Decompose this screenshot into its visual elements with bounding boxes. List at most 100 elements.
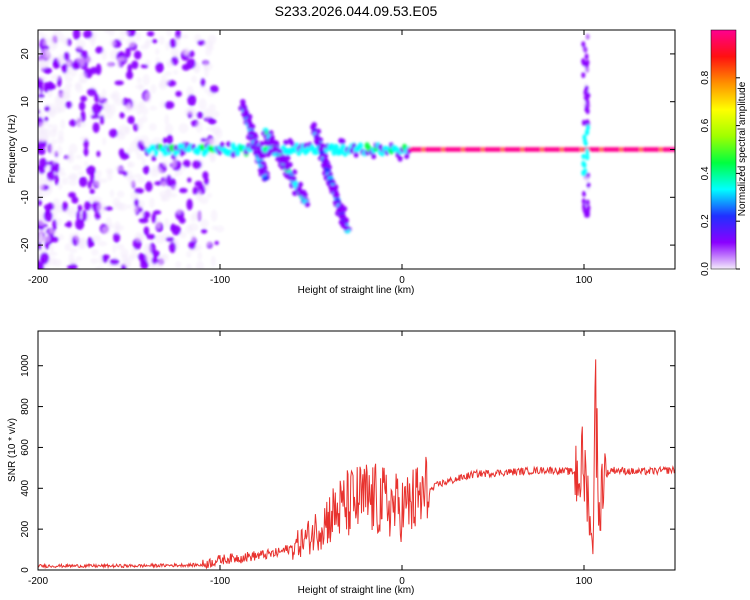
heatmap-cell: [397, 155, 403, 162]
heatmap-cell: [203, 61, 209, 72]
snr-ytick-label: 800: [20, 398, 31, 415]
heatmap-cell: [131, 60, 139, 70]
heatmap-cell: [120, 152, 130, 160]
heatmap-cell: [153, 210, 162, 215]
heatmap-cell: [116, 243, 125, 251]
heatmap-cell: [134, 187, 144, 194]
spectrogram-xtick-label: 100: [576, 275, 593, 286]
heatmap-cell: [68, 179, 77, 186]
heatmap-cell: [44, 116, 49, 122]
heatmap-cell: [242, 111, 248, 118]
heatmap-cell: [143, 226, 150, 236]
heatmap-cell: [134, 173, 143, 178]
heatmap-cell: [291, 169, 298, 175]
heatmap-cell: [97, 202, 107, 214]
colorbar: 0.0 0.2 0.4 0.6 0.8 Normalized spectral ampl…: [700, 29, 748, 276]
heatmap-cell: [159, 100, 166, 108]
heatmap-cell: [585, 148, 589, 155]
heatmap-cell: [329, 143, 335, 151]
heatmap-cell: [101, 48, 107, 61]
heatmap-cell: [165, 236, 175, 242]
heatmap-cell: [75, 116, 82, 126]
heatmap-cell: [319, 143, 326, 149]
spectrogram-heatmap: [38, 30, 675, 269]
heatmap-cell: [110, 103, 116, 115]
heatmap-cell: [87, 180, 92, 189]
heatmap-cell: [128, 175, 136, 187]
heatmap-cell: [129, 140, 139, 152]
heatmap-cell: [343, 225, 349, 231]
heatmap-cell: [199, 196, 209, 205]
heatmap-cell: [75, 83, 83, 94]
heatmap-cell: [90, 114, 101, 119]
heatmap-cell: [200, 77, 206, 87]
colorbar-tick-label: 0.6: [700, 118, 711, 132]
heatmap-cell: [71, 174, 78, 180]
heatmap-cell: [226, 141, 232, 148]
heatmap-cell: [63, 51, 70, 61]
heatmap-cell: [91, 235, 102, 242]
heatmap-cell: [141, 157, 146, 166]
heatmap-cell: [89, 171, 95, 184]
heatmap-cell: [314, 140, 321, 146]
heatmap-cell: [155, 62, 164, 74]
heatmap-cell: [72, 164, 82, 171]
heatmap-cell: [204, 88, 209, 93]
heatmap-cell: [142, 211, 151, 219]
heatmap-cell: [84, 201, 92, 211]
heatmap-cell: [234, 149, 240, 157]
heatmap-blobs: [38, 30, 675, 269]
heatmap-cell: [52, 106, 62, 114]
heatmap-cell: [241, 104, 248, 111]
figure-title: S233.2026.044.09.53.E05: [275, 3, 438, 19]
heatmap-cell: [166, 30, 173, 37]
heatmap-cell: [206, 192, 213, 198]
heatmap-cell: [187, 94, 197, 107]
heatmap-cell: [109, 93, 118, 99]
heatmap-cell: [142, 74, 150, 86]
heatmap-cell: [92, 122, 100, 133]
heatmap-cell: [44, 105, 51, 112]
heatmap-cell: [105, 217, 112, 229]
heatmap-cell: [38, 166, 46, 175]
heatmap-cell: [48, 251, 58, 257]
heatmap-cell: [338, 207, 345, 213]
heatmap-cell: [585, 33, 590, 40]
colorbar-tick-label: 0.4: [700, 166, 711, 180]
heatmap-cell: [153, 149, 159, 157]
heatmap-cell: [196, 111, 204, 119]
heatmap-cell: [581, 198, 586, 205]
heatmap-cell: [321, 161, 328, 168]
snr-xlabel: Height of straight line (km): [298, 585, 415, 596]
heatmap-cell: [146, 30, 155, 37]
heatmap-cell: [581, 41, 586, 48]
heatmap-cell: [269, 134, 275, 141]
heatmap-cell: [42, 45, 50, 51]
heatmap-cell: [334, 193, 340, 199]
heatmap-cell: [106, 169, 113, 182]
heatmap-cell: [175, 261, 182, 268]
heatmap-cell: [39, 33, 47, 39]
heatmap-cell: [118, 56, 126, 62]
heatmap-cell: [61, 201, 69, 212]
heatmap-cell: [64, 222, 72, 227]
heatmap-cell: [190, 232, 196, 243]
heatmap-cell: [146, 233, 156, 240]
heatmap-cell: [195, 260, 204, 269]
heatmap-cell: [203, 108, 212, 119]
heatmap-cell: [164, 123, 174, 135]
heatmap-cell: [210, 155, 216, 161]
heatmap-cell: [114, 80, 124, 86]
heatmap-cell: [162, 160, 169, 167]
heatmap-cell: [127, 204, 132, 210]
heatmap-cell: [50, 74, 61, 81]
heatmap-cell: [46, 81, 54, 91]
heatmap-cell: [145, 38, 152, 46]
heatmap-cell: [166, 134, 173, 145]
colorbar-tick-label: 0.2: [700, 214, 711, 228]
heatmap-cell: [195, 121, 203, 133]
heatmap-cell: [61, 177, 69, 185]
heatmap-cell: [38, 47, 42, 53]
heatmap-cell: [65, 82, 73, 89]
